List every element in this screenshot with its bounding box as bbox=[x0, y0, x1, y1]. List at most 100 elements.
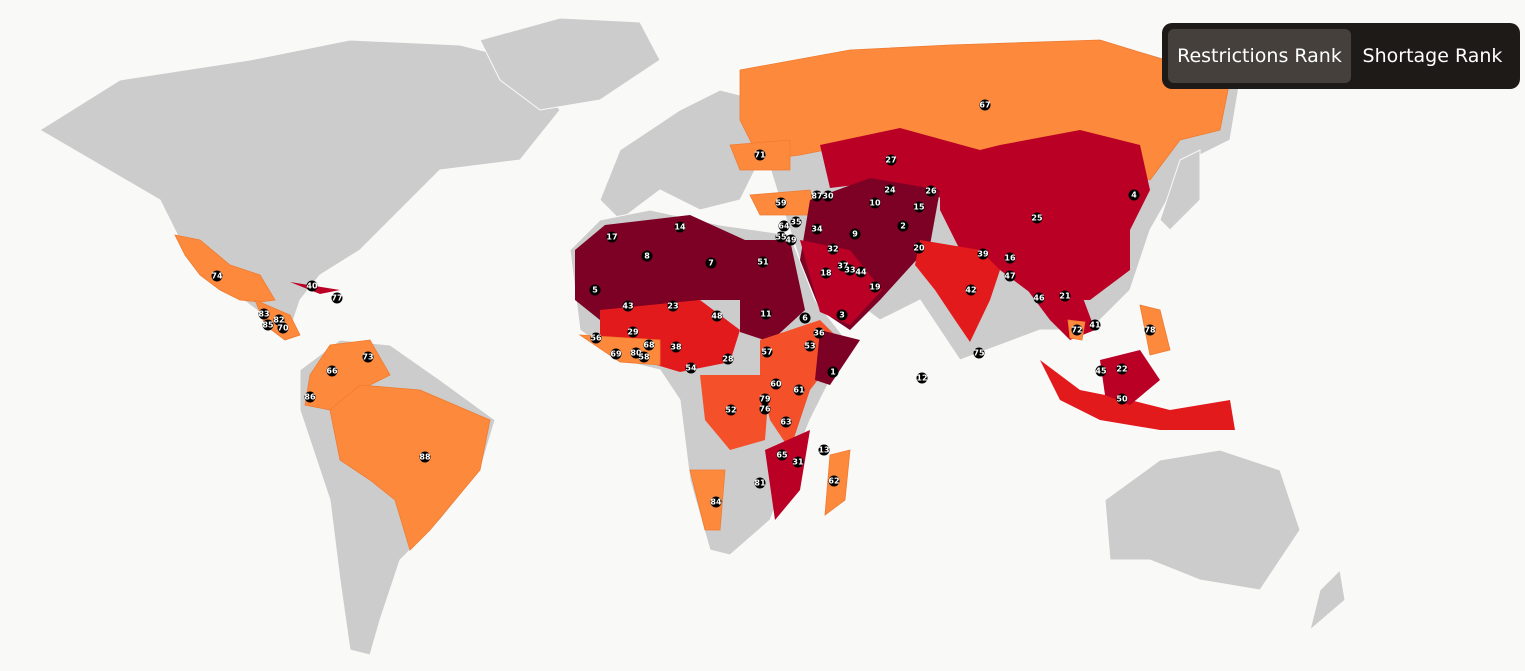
rank-marker[interactable]: 33 bbox=[844, 264, 856, 276]
rank-marker[interactable]: 11 bbox=[760, 308, 772, 320]
rank-marker[interactable]: 64 bbox=[778, 220, 790, 232]
rank-marker[interactable]: 52 bbox=[725, 404, 737, 416]
rank-marker[interactable]: 58 bbox=[638, 351, 650, 363]
rank-marker[interactable]: 16 bbox=[1004, 252, 1016, 264]
rank-marker[interactable]: 77 bbox=[331, 292, 343, 304]
rank-marker[interactable]: 53 bbox=[804, 340, 816, 352]
rank-marker[interactable]: 20 bbox=[913, 242, 925, 254]
rank-marker[interactable]: 66 bbox=[326, 365, 338, 377]
rank-marker[interactable]: 35 bbox=[790, 216, 802, 228]
rank-marker[interactable]: 84 bbox=[710, 496, 722, 508]
rank-marker[interactable]: 10 bbox=[869, 197, 881, 209]
rank-marker[interactable]: 46 bbox=[1033, 292, 1045, 304]
rank-marker[interactable]: 73 bbox=[362, 351, 374, 363]
rank-marker[interactable]: 59 bbox=[775, 197, 787, 209]
rank-marker[interactable]: 30 bbox=[822, 190, 834, 202]
marker-dot bbox=[965, 284, 977, 296]
rank-marker[interactable]: 27 bbox=[885, 154, 897, 166]
rank-marker[interactable]: 50 bbox=[1116, 393, 1128, 405]
rank-marker[interactable]: 15 bbox=[913, 201, 925, 213]
rank-marker[interactable]: 67 bbox=[979, 99, 991, 111]
rank-label: 76 bbox=[759, 405, 771, 414]
rank-label: 65 bbox=[776, 451, 788, 460]
rank-marker[interactable]: 3 bbox=[836, 309, 848, 321]
rank-marker[interactable]: 61 bbox=[793, 384, 805, 396]
rank-marker[interactable]: 69 bbox=[610, 348, 622, 360]
rank-marker[interactable]: 79 bbox=[759, 393, 771, 405]
rank-marker[interactable]: 9 bbox=[849, 228, 861, 240]
marker-dot bbox=[326, 365, 338, 377]
rank-marker[interactable]: 14 bbox=[674, 221, 686, 233]
rank-label: 63 bbox=[780, 418, 791, 427]
rank-marker[interactable]: 71 bbox=[754, 149, 766, 161]
rank-marker[interactable]: 41 bbox=[1089, 319, 1101, 331]
rank-marker[interactable]: 6 bbox=[799, 312, 811, 324]
rank-marker[interactable]: 65 bbox=[776, 449, 788, 461]
rank-marker[interactable]: 4 bbox=[1128, 189, 1140, 201]
rank-marker[interactable]: 40 bbox=[306, 280, 318, 292]
rank-marker[interactable]: 21 bbox=[1059, 290, 1071, 302]
rank-marker[interactable]: 70 bbox=[277, 322, 289, 334]
rank-marker[interactable]: 56 bbox=[590, 332, 602, 344]
rank-marker[interactable]: 68 bbox=[643, 339, 655, 351]
rank-marker[interactable]: 86 bbox=[304, 391, 316, 403]
rank-marker[interactable]: 49 bbox=[785, 234, 797, 246]
rank-marker[interactable]: 8 bbox=[641, 250, 653, 262]
rank-marker[interactable]: 17 bbox=[606, 231, 618, 243]
rank-marker[interactable]: 54 bbox=[685, 362, 697, 374]
rank-marker[interactable]: 74 bbox=[211, 270, 223, 282]
rank-marker[interactable]: 25 bbox=[1031, 212, 1043, 224]
rank-marker[interactable]: 48 bbox=[711, 310, 723, 322]
rank-marker[interactable]: 22 bbox=[1116, 363, 1128, 375]
rank-marker[interactable]: 55 bbox=[775, 231, 787, 243]
rank-marker[interactable]: 29 bbox=[627, 326, 639, 338]
rank-marker[interactable]: 7 bbox=[705, 257, 717, 269]
marker-dot bbox=[885, 154, 897, 166]
rank-marker[interactable]: 88 bbox=[419, 451, 431, 463]
rank-marker[interactable]: 32 bbox=[827, 243, 839, 255]
marker-dot bbox=[754, 149, 766, 161]
rank-marker[interactable]: 26 bbox=[925, 185, 937, 197]
somalia bbox=[815, 330, 860, 385]
rank-marker[interactable]: 39 bbox=[977, 248, 989, 260]
rank-marker[interactable]: 12 bbox=[916, 372, 928, 384]
rank-marker[interactable]: 85 bbox=[262, 319, 274, 331]
rank-marker[interactable]: 13 bbox=[818, 444, 830, 456]
rank-marker[interactable]: 76 bbox=[759, 403, 771, 415]
rank-marker[interactable]: 19 bbox=[869, 281, 881, 293]
rank-marker[interactable]: 2 bbox=[897, 220, 909, 232]
rank-marker[interactable]: 18 bbox=[820, 267, 832, 279]
rank-marker[interactable]: 36 bbox=[813, 327, 825, 339]
north-america bbox=[39, 39, 561, 331]
rank-marker[interactable]: 23 bbox=[667, 300, 679, 312]
rank-marker[interactable]: 24 bbox=[884, 184, 896, 196]
rank-marker[interactable]: 62 bbox=[828, 475, 840, 487]
rank-marker[interactable]: 57 bbox=[761, 346, 773, 358]
rank-marker[interactable]: 63 bbox=[780, 416, 792, 428]
tab-button[interactable]: Shortage Rank bbox=[1362, 45, 1503, 67]
rank-marker[interactable]: 87 bbox=[811, 190, 823, 202]
rank-label: 23 bbox=[667, 302, 678, 311]
rank-label: 79 bbox=[759, 395, 771, 404]
rank-marker[interactable]: 5 bbox=[589, 284, 601, 296]
marker-dot bbox=[811, 190, 823, 202]
rank-marker[interactable]: 1 bbox=[827, 366, 839, 378]
rank-marker[interactable]: 51 bbox=[757, 256, 769, 268]
rank-marker[interactable]: 28 bbox=[722, 353, 734, 365]
rank-marker[interactable]: 31 bbox=[792, 456, 804, 468]
rank-marker[interactable]: 47 bbox=[1004, 270, 1016, 282]
rank-marker[interactable]: 78 bbox=[1144, 324, 1156, 336]
rank-marker[interactable]: 44 bbox=[855, 266, 867, 278]
rank-marker[interactable]: 45 bbox=[1095, 365, 1107, 377]
rank-marker[interactable]: 34 bbox=[811, 223, 823, 235]
rank-marker[interactable]: 60 bbox=[770, 378, 782, 390]
rank-marker[interactable]: 83 bbox=[258, 308, 270, 320]
rank-label: 49 bbox=[785, 236, 797, 245]
rank-marker[interactable]: 81 bbox=[754, 477, 766, 489]
rank-marker[interactable]: 43 bbox=[622, 300, 634, 312]
tab-button[interactable]: Restrictions Rank bbox=[1168, 29, 1351, 83]
rank-marker[interactable]: 38 bbox=[670, 341, 682, 353]
rank-marker[interactable]: 42 bbox=[965, 284, 977, 296]
rank-marker[interactable]: 72 bbox=[1071, 324, 1083, 336]
rank-marker[interactable]: 75 bbox=[973, 347, 985, 359]
